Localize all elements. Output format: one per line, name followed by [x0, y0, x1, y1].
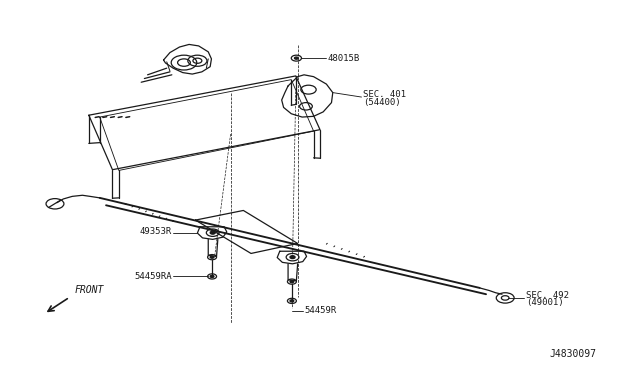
Circle shape — [290, 280, 294, 283]
Text: SEC. 401: SEC. 401 — [363, 90, 406, 99]
Text: 54459R: 54459R — [304, 306, 336, 315]
Text: (49001): (49001) — [525, 298, 563, 307]
Circle shape — [290, 300, 294, 302]
Text: 48015B: 48015B — [328, 54, 360, 62]
Circle shape — [294, 57, 298, 59]
Circle shape — [290, 256, 295, 259]
Text: 54459RA: 54459RA — [134, 272, 172, 281]
Text: (54400): (54400) — [363, 98, 401, 107]
Text: FRONT: FRONT — [74, 285, 104, 295]
Text: J4830097: J4830097 — [550, 349, 597, 359]
Text: SEC. 492: SEC. 492 — [525, 291, 568, 300]
Circle shape — [210, 256, 214, 258]
Text: 49353R: 49353R — [140, 227, 172, 237]
Circle shape — [210, 275, 214, 278]
Circle shape — [210, 231, 215, 234]
